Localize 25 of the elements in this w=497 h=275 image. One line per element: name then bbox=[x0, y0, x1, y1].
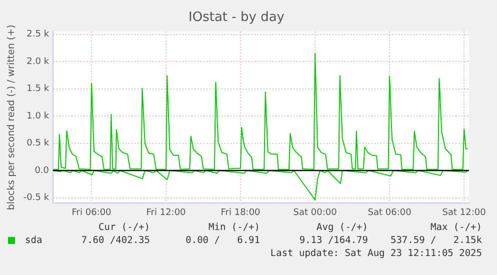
text: 9.13 /164.79 bbox=[298, 235, 368, 246]
x-tick-label: Fri 06:00 bbox=[72, 208, 112, 218]
y-axis-title: blocks per second read (-) / written (+) bbox=[6, 24, 18, 210]
x-tick-label: Fri 12:00 bbox=[146, 208, 186, 218]
y-tick-label: 1.5 k bbox=[26, 84, 50, 94]
text: Max (-/+) bbox=[430, 222, 482, 233]
text: Avg (-/+) bbox=[316, 222, 368, 233]
text: 537.59 / 2.15k bbox=[389, 235, 482, 246]
legend-label: sda bbox=[24, 235, 44, 246]
y-tick-label: 0.5 k bbox=[26, 138, 50, 149]
y-tick-label: 1.0 k bbox=[26, 111, 50, 122]
text: Min (-/+) bbox=[208, 222, 260, 233]
y-tick-label: -0.5 k bbox=[23, 193, 50, 204]
chart-title: IOstat - by day bbox=[188, 10, 285, 26]
y-tick-label: 0.0 bbox=[34, 166, 50, 176]
y-tick-label: 2.5 k bbox=[26, 30, 50, 40]
text: 0.00 / 6.91 bbox=[184, 235, 260, 246]
x-tick-label: Fri 18:00 bbox=[220, 208, 261, 218]
x-tick-label: Sat 06:00 bbox=[368, 208, 412, 218]
text: 7.60 /402.35 bbox=[80, 235, 150, 246]
x-tick-label: Sat 00:00 bbox=[293, 208, 338, 218]
text: Last update: Sat Aug 23 12:11:05 2025 bbox=[269, 248, 482, 259]
x-tick-label: Sat 12:00 bbox=[442, 208, 486, 218]
y-tick-label: 2.0 k bbox=[26, 56, 50, 67]
text: Cur (-/+) bbox=[98, 222, 150, 233]
